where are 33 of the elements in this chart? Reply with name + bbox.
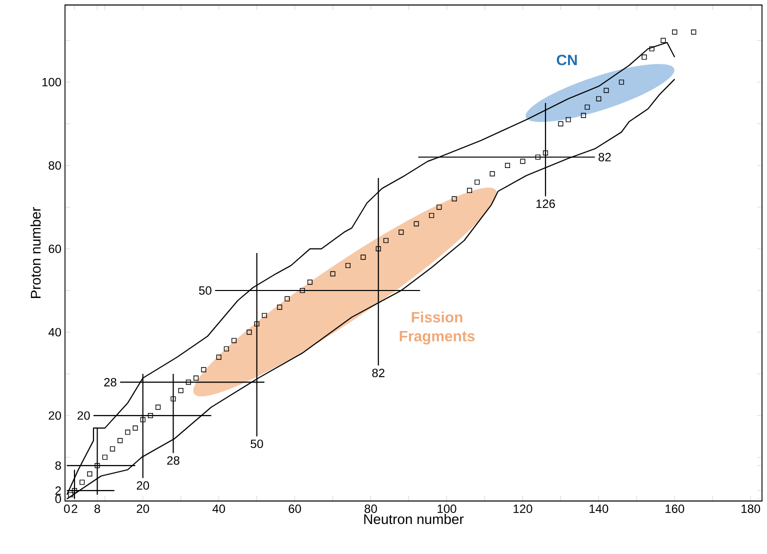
y-tick-label: 8 [55,461,61,470]
y-tick-label: 100 [42,78,62,86]
x-tick-label: 160 [666,504,684,513]
series-label: 50 [199,286,212,295]
y-tick-label: 0 [55,494,62,504]
x-tick-label: 80 [364,504,377,513]
series-label: 82 [372,368,384,378]
x-tick-label: 0 [64,504,70,513]
y-tick-label: 20 [48,411,62,420]
series-label: 28 [104,378,116,386]
y-axis-title: Proton number [30,207,41,298]
series-label: 50 [250,440,264,448]
x-axis-title: Neutron number [364,514,464,524]
series-label: 20 [136,481,150,490]
x-tick-label: 40 [212,504,226,513]
series-label: 82 [598,152,611,162]
y-tick-label: 40 [48,328,62,336]
annotation: CN [556,54,577,66]
x-tick-label: 100 [438,504,456,513]
y-tick-label: 60 [48,244,62,254]
x-tick-label: 140 [590,504,608,513]
annotation: Fission Fragments [400,312,475,344]
x-tick-label: 180 [742,504,760,513]
x-tick-label: 60 [288,504,301,513]
series-label: 20 [78,411,90,420]
series-label: 126 [536,200,555,208]
x-tick-label: 120 [514,504,532,513]
x-tick-label: 20 [136,504,150,513]
y-tick-label: 80 [48,161,62,170]
y-tick-label: 2 [55,486,61,495]
series-label: 28 [167,456,180,465]
x-tick-label: 8 [94,504,100,513]
x-tick-label: 2 [72,504,78,513]
